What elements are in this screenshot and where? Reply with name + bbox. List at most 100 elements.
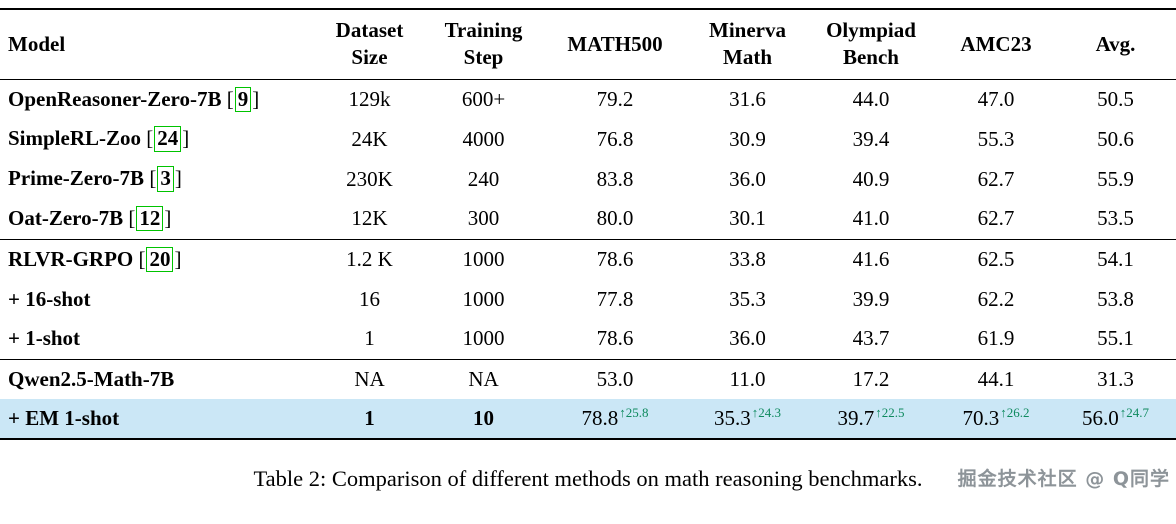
value-cell: 41.0	[852, 206, 890, 231]
value-cell: 39.7↑22.5	[837, 405, 905, 430]
value-cell: 31.3	[1097, 366, 1134, 391]
model-name-cell: + EM 1-shot	[0, 399, 312, 439]
col-header-minerva-math: Minerva Math	[709, 17, 786, 70]
model-name-cell: Qwen2.5-Math-7B	[0, 359, 312, 399]
value-cell: 80.0	[596, 206, 634, 231]
value-cell: 41.6	[852, 246, 890, 271]
table-row: Oat-Zero-7B [12] 12K 300 80.0 30.1 41.0 62.7 53…	[0, 199, 1176, 239]
col-header-model: Model	[8, 31, 66, 56]
value-cell: 78.6	[596, 246, 634, 271]
model-name: Qwen2.5-Math-7B	[8, 366, 175, 391]
value-cell: 55.1	[1097, 326, 1134, 351]
value-cell: 76.8	[596, 126, 634, 151]
model-name: RLVR-GRPO	[8, 246, 134, 271]
model-name: + 16-shot	[8, 286, 91, 311]
value-cell: 53.5	[1097, 206, 1134, 231]
value-cell: NA	[354, 366, 385, 391]
value-cell: 56.0↑24.7	[1082, 405, 1149, 430]
value-cell: 129k	[348, 86, 391, 111]
model-name: + EM 1-shot	[8, 406, 120, 430]
table-row: RLVR-GRPO [20] 1.2 K 1000 78.6 33.8 41.6 62.5 5…	[0, 239, 1176, 279]
value-cell: 55.3	[977, 126, 1015, 151]
value-cell: 1000	[462, 246, 505, 271]
table-group-rlvr-grpo: RLVR-GRPO [20] 1.2 K 1000 78.6 33.8 41.6 62.5 5…	[0, 239, 1176, 359]
table-caption: Table 2: Comparison of different methods…	[253, 466, 923, 491]
value-cell: 39.9	[852, 286, 890, 311]
table-header: Model Dataset Size Training Step MATH500…	[0, 9, 1176, 79]
value-cell: 11.0	[729, 366, 766, 391]
value-cell: 33.8	[729, 246, 766, 271]
value-cell: 36.0	[729, 166, 766, 191]
model-name-cell: Oat-Zero-7B [12]	[8, 206, 172, 232]
value-cell: 1	[364, 326, 375, 351]
model-name-cell: Prime-Zero-7B [3]	[8, 166, 182, 192]
value-cell: 17.2	[852, 366, 890, 391]
model-name-cell: + 16-shot	[0, 279, 312, 319]
value-cell: 44.1	[977, 366, 1015, 391]
col-header-dataset-size: Dataset Size	[335, 17, 404, 70]
table-row: + 16-shot 16 1000 77.8 35.3 39.9 62.2 53.8	[0, 279, 1176, 319]
value-cell: 1000	[462, 326, 505, 351]
value-cell: 10	[473, 406, 494, 430]
value-cell: 53.0	[596, 366, 634, 391]
value-cell: 50.6	[1097, 126, 1134, 151]
table-row: Qwen2.5-Math-7B NA NA 53.0 11.0 17.2 44.1 31.3	[0, 359, 1176, 399]
table-group-qwen-em: Qwen2.5-Math-7B NA NA 53.0 11.0 17.2 44.1 31.3 +…	[0, 359, 1176, 439]
value-cell: 36.0	[729, 326, 766, 351]
value-cell: 39.4	[852, 126, 890, 151]
value-cell: 44.0	[852, 86, 890, 111]
value-cell: 35.3↑24.3	[714, 405, 781, 430]
value-cell: 62.5	[977, 246, 1015, 271]
value-cell: 230K	[346, 166, 393, 191]
col-header-avg: Avg.	[1095, 31, 1136, 56]
table-row: + 1-shot 1 1000 78.6 36.0 43.7 61.9 55.1	[0, 319, 1176, 359]
value-cell: 83.8	[596, 166, 634, 191]
value-cell: 30.1	[729, 206, 766, 231]
citation-link[interactable]: 24	[154, 126, 182, 152]
highlighted-table-row: + EM 1-shot 1 10 78.8↑25.8 35.3↑24.3 39.7↑22.…	[0, 399, 1176, 439]
value-cell: 50.5	[1097, 86, 1134, 111]
value-cell: 47.0	[977, 86, 1015, 111]
improvement-delta: ↑24.7	[1119, 405, 1149, 420]
watermark: 掘金技术社区 @ Q同学	[957, 468, 1170, 490]
value-cell: 31.6	[729, 86, 766, 111]
value-cell: 24K	[351, 126, 388, 151]
value-cell: 35.3	[729, 286, 766, 311]
value-cell: 77.8	[596, 286, 634, 311]
value-cell: 1.2 K	[346, 246, 393, 271]
value-cell: 55.9	[1097, 166, 1134, 191]
citation-link[interactable]: 3	[157, 166, 174, 192]
table-row: OpenReasoner-Zero-7B [9] 129k 600+ 79.2 31.6…	[0, 79, 1176, 119]
value-cell: 62.7	[977, 206, 1015, 231]
model-name: + 1-shot	[8, 326, 81, 351]
value-cell: 78.6	[596, 326, 634, 351]
value-cell: 62.2	[977, 286, 1015, 311]
value-cell: 40.9	[852, 166, 890, 191]
value-cell: 78.8↑25.8	[581, 405, 649, 430]
value-cell: 54.1	[1097, 246, 1134, 271]
improvement-delta: ↑24.3	[751, 405, 781, 420]
value-cell: 70.3↑26.2	[962, 405, 1030, 430]
citation-link[interactable]: 12	[136, 206, 164, 232]
col-header-amc23: AMC23	[960, 31, 1032, 56]
value-cell: 30.9	[729, 126, 766, 151]
value-cell: 240	[467, 166, 500, 191]
improvement-delta: ↑26.2	[1000, 405, 1030, 420]
results-table: Model Dataset Size Training Step MATH500…	[0, 8, 1176, 440]
col-header-training-step: Training Step	[444, 17, 523, 70]
col-header-math500: MATH500	[567, 31, 663, 56]
improvement-delta: ↑22.5	[875, 405, 905, 420]
value-cell: 16	[359, 286, 380, 311]
citation-link[interactable]: 9	[234, 86, 252, 112]
model-name-cell: OpenReasoner-Zero-7B [9]	[8, 86, 260, 112]
value-cell: 600+	[461, 86, 506, 111]
model-name-cell: SimpleRL-Zoo [24]	[8, 126, 190, 152]
value-cell: 1	[364, 406, 375, 430]
value-cell: 53.8	[1097, 286, 1134, 311]
model-name: OpenReasoner-Zero-7B	[8, 86, 222, 111]
value-cell: 79.2	[596, 86, 634, 111]
header-row: Model Dataset Size Training Step MATH500…	[0, 9, 1176, 79]
citation-link[interactable]: 20	[146, 246, 174, 272]
improvement-delta: ↑25.8	[619, 405, 649, 420]
model-name-cell: + 1-shot	[0, 319, 312, 359]
